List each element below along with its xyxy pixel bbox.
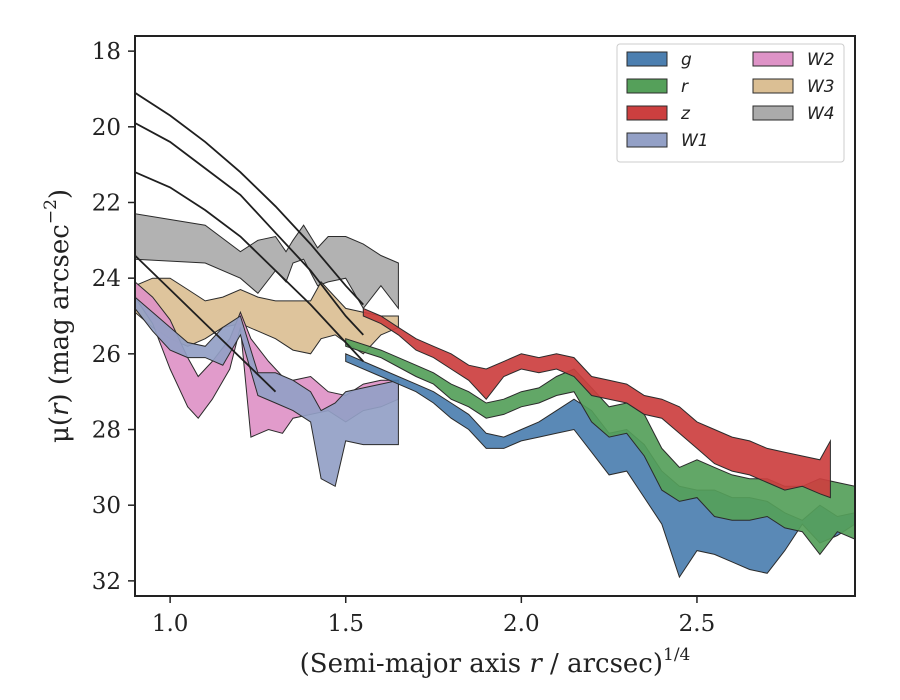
y-axis-ticks: 18 20 22 24 26 28 30 32 — [92, 39, 135, 595]
legend-swatch-z — [626, 105, 668, 121]
band-w1 — [135, 296, 399, 488]
model-curve-3 — [135, 171, 364, 363]
legend-label-z: z — [680, 104, 691, 124]
y-tick-label: 20 — [92, 115, 121, 141]
band-g — [345, 353, 855, 579]
plot-frame — [134, 35, 856, 597]
legend-swatch-g — [626, 51, 668, 67]
legend-swatch-r — [626, 78, 668, 94]
legend-label-w1: W1 — [681, 131, 709, 151]
legend-frame — [616, 43, 845, 163]
y-tick-label: 26 — [92, 342, 121, 368]
x-tick-label: 2.0 — [503, 611, 540, 637]
model-curve-2 — [135, 122, 364, 336]
legend-label-w3: W3 — [807, 77, 835, 97]
x-tick-label: 2.5 — [679, 611, 716, 637]
legend-swatch-w2 — [752, 51, 794, 67]
y-tick-label: 24 — [92, 266, 121, 292]
legend-label-w4: W4 — [807, 104, 835, 124]
legend-swatch-w1 — [626, 132, 668, 148]
model-curve-1 — [135, 92, 364, 306]
model-curve-layer — [135, 92, 364, 393]
legend-label-w2: W2 — [807, 50, 835, 70]
legend-label-g: g — [681, 50, 692, 70]
legend: grz W1 W2 W3 W4 — [616, 43, 845, 163]
band-layer — [135, 213, 855, 579]
y-tick-label: 30 — [92, 493, 121, 519]
y-tick-label: 18 — [92, 39, 121, 65]
y-tick-label: 22 — [92, 190, 121, 216]
x-axis-ticks: 1.0 1.5 2.0 2.5 — [152, 596, 715, 637]
legend-swatch-w4 — [752, 105, 794, 121]
x-tick-label: 1.0 — [152, 611, 189, 637]
y-tick-label: 28 — [92, 418, 121, 444]
y-tick-label: 32 — [92, 569, 121, 595]
legend-swatch-w3 — [752, 78, 794, 94]
x-axis-label: (Semi-major axis r / arcsec)1/4 — [300, 645, 691, 679]
band-r — [345, 338, 855, 556]
y-axis-label: μ(r) (mag arcsec−2) — [41, 189, 75, 443]
band-z — [362, 307, 831, 499]
x-tick-label: 1.5 — [327, 611, 364, 637]
model-curve-4 — [135, 254, 277, 393]
legend-label-r: r — [681, 77, 689, 97]
